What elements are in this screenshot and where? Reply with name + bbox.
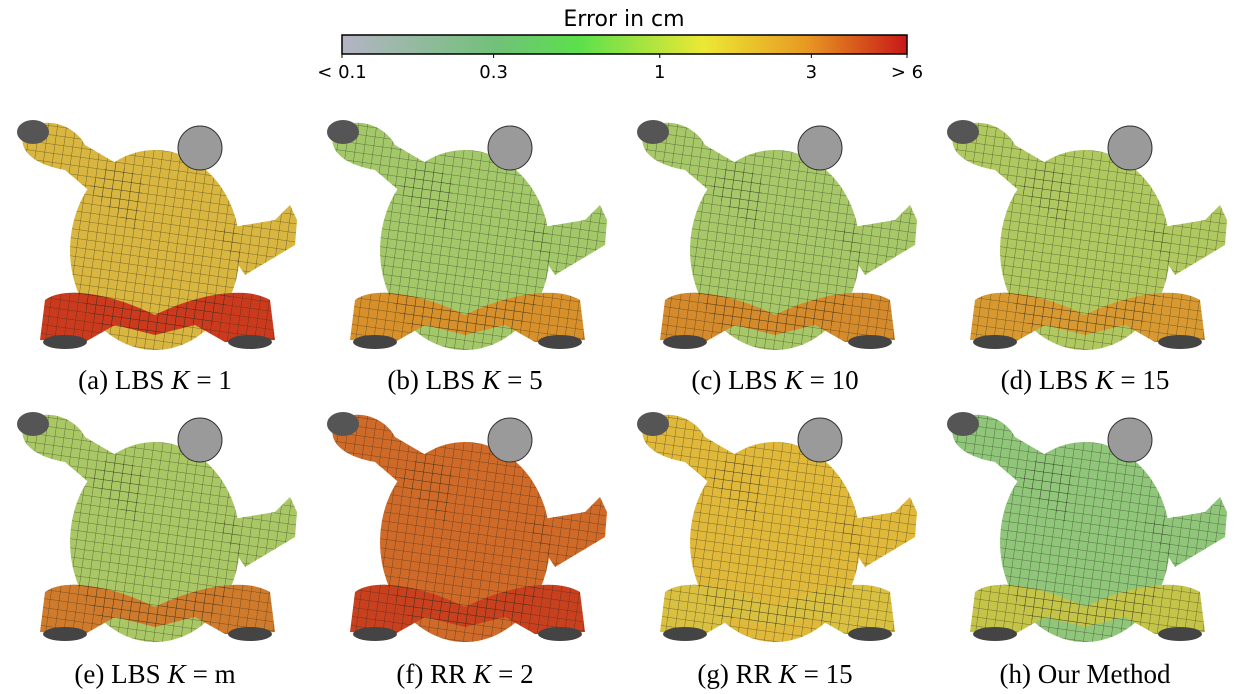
caption-label: (g) RR (697, 659, 771, 689)
head (178, 418, 222, 462)
foot (848, 627, 892, 641)
caption-label: (e) LBS (74, 659, 160, 689)
colorbar-tick-label: 3 (806, 62, 817, 83)
foot (353, 627, 397, 641)
colorbar (342, 35, 907, 54)
caption-var: K (778, 659, 799, 689)
caption-label: (h) Our Method (1000, 659, 1171, 689)
foot (228, 335, 272, 349)
caption-value: = 2 (498, 659, 533, 689)
caption-label: (c) LBS (691, 365, 777, 395)
hand (327, 412, 359, 436)
colorbar-title: Error in cm (563, 7, 684, 32)
hand (637, 120, 669, 144)
foot (1158, 627, 1202, 641)
foot (228, 627, 272, 641)
caption-value: = 10 (810, 365, 859, 395)
foot (973, 627, 1017, 641)
head (178, 126, 222, 170)
render (327, 120, 607, 350)
head (1108, 418, 1152, 462)
head (798, 126, 842, 170)
foot (848, 335, 892, 349)
render (327, 412, 607, 642)
render (637, 120, 917, 350)
head (1108, 126, 1152, 170)
hand (947, 412, 979, 436)
hand (17, 412, 49, 436)
hand (947, 120, 979, 144)
caption-var: K (481, 365, 502, 395)
caption-var: K (170, 365, 191, 395)
foot (973, 335, 1017, 349)
hand (327, 120, 359, 144)
head (488, 418, 532, 462)
caption-var: K (784, 365, 805, 395)
foot (43, 627, 87, 641)
foot (43, 335, 87, 349)
foot (663, 335, 707, 349)
render (637, 412, 917, 642)
foot (538, 627, 582, 641)
hand (17, 120, 49, 144)
caption-value: = m (193, 659, 236, 689)
head (798, 418, 842, 462)
render (17, 120, 297, 350)
caption-label: (a) LBS (78, 365, 164, 395)
foot (353, 335, 397, 349)
render (947, 120, 1227, 350)
foot (1158, 335, 1202, 349)
caption-value: = 15 (1120, 365, 1169, 395)
render (947, 412, 1227, 642)
foot (663, 627, 707, 641)
caption-value: = 5 (507, 365, 542, 395)
hand (637, 412, 669, 436)
head (488, 126, 532, 170)
foot (538, 335, 582, 349)
caption-var: K (167, 659, 188, 689)
figure: Error in cm < 0.10.313> 6 (a) LBSK= 1(b)… (0, 0, 1236, 694)
caption-label: (f) RR (396, 659, 466, 689)
caption-value: = 15 (804, 659, 853, 689)
colorbar-tick-label: < 0.1 (317, 62, 366, 83)
render (17, 412, 297, 642)
caption-label: (d) LBS (1001, 365, 1089, 395)
caption-value: = 1 (196, 365, 231, 395)
caption-var: K (472, 659, 493, 689)
caption-var: K (1094, 365, 1115, 395)
colorbar-tick-label: 1 (654, 62, 665, 83)
colorbar-tick-label: 0.3 (479, 62, 508, 83)
caption-label: (b) LBS (387, 365, 475, 395)
colorbar-tick-label: > 6 (891, 62, 923, 83)
caption: (h) Our Method (1000, 659, 1171, 689)
